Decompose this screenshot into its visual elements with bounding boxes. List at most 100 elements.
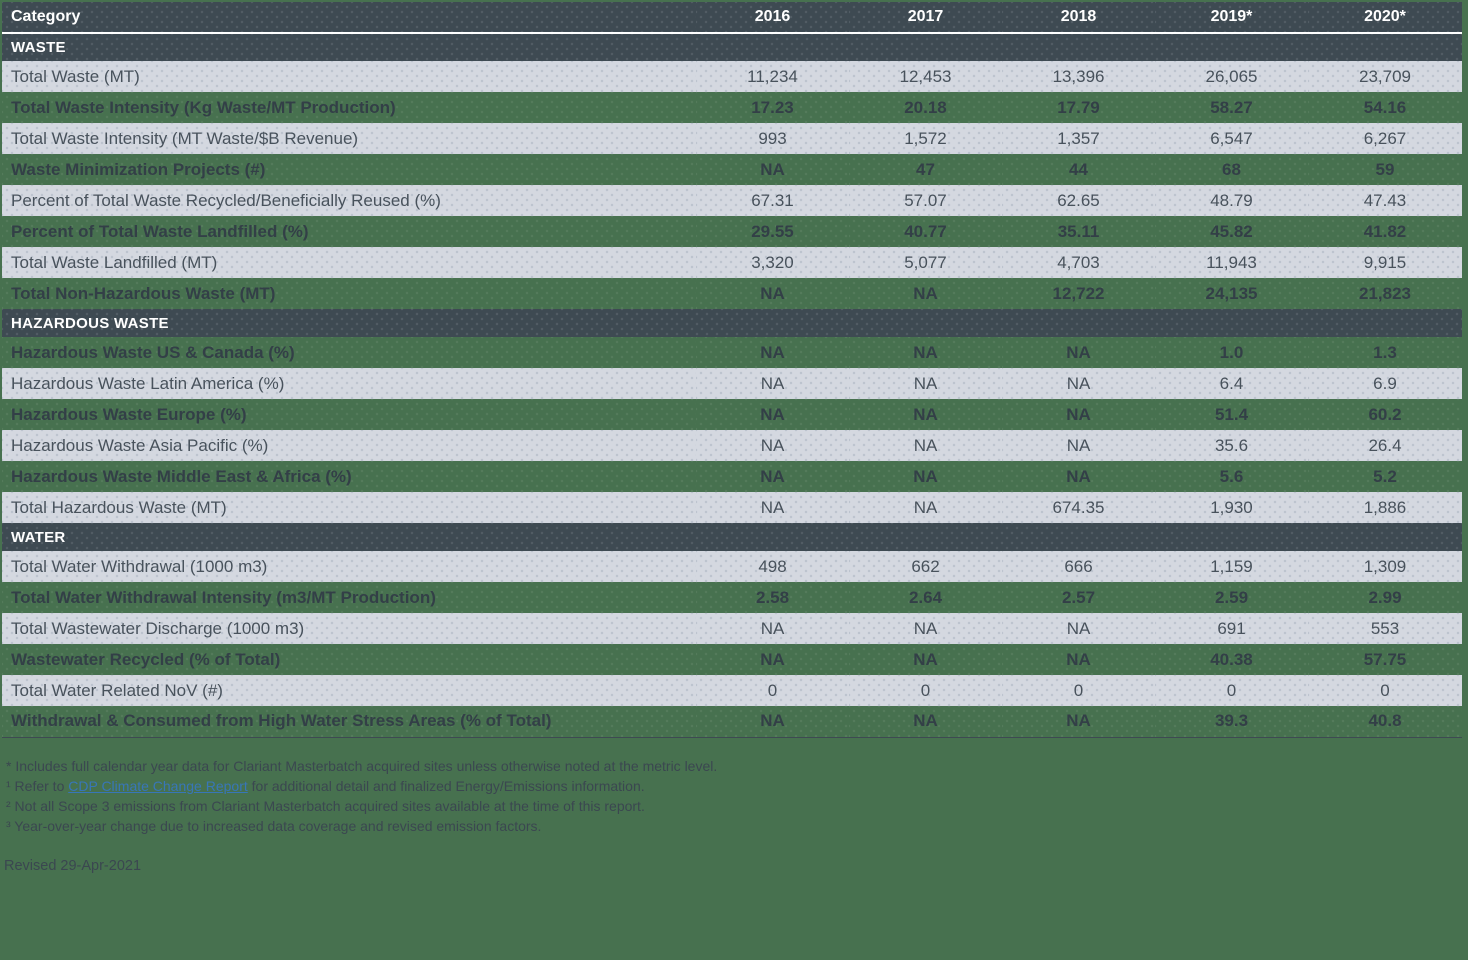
metric-label: Total Water Withdrawal (1000 m3) <box>2 551 696 582</box>
metric-label: Percent of Total Waste Recycled/Benefici… <box>2 185 696 216</box>
metric-value-2016: NA <box>696 278 849 309</box>
metric-value-2020: 1,886 <box>1308 492 1462 523</box>
metric-value-2017: 12,453 <box>849 61 1002 92</box>
metric-label: Total Waste Intensity (Kg Waste/MT Produ… <box>2 92 696 123</box>
metric-value-2018: NA <box>1002 399 1155 430</box>
metric-value-2019: 1.0 <box>1155 337 1308 368</box>
metric-label: Hazardous Waste Middle East & Africa (%) <box>2 461 696 492</box>
header-row: Category 2016 2017 2018 2019* 2020* <box>2 2 1462 34</box>
metric-value-2019: 0 <box>1155 675 1308 706</box>
metric-value-2020: 59 <box>1308 154 1462 185</box>
metric-row-waste-minimization-projects: Waste Minimization Projects (#) NA 47 44 68 5… <box>2 154 1462 185</box>
footnotes-block: * Includes full calendar year data for C… <box>6 756 717 836</box>
metric-value-2020: 6,267 <box>1308 123 1462 154</box>
metric-row-total-waste-landfilled-mt: Total Waste Landfilled (MT) 3,320 5,077 4,7… <box>2 247 1462 278</box>
metric-value-2017: 47 <box>849 154 1002 185</box>
footnote-text: ¹ Refer to <box>6 778 69 794</box>
metric-value-2017: NA <box>849 430 1002 461</box>
metric-value-2016: NA <box>696 368 849 399</box>
metric-row-hazardous-waste-europe: Hazardous Waste Europe (%) NA NA NA 51.4 60.2 <box>2 399 1462 430</box>
metric-row-total-waste-intensity-kg-waste-mt-production: Total Waste Intensity (Kg Waste/MT Produ… <box>2 92 1462 123</box>
metric-row-percent-of-total-waste-landfilled: Percent of Total Waste Landfilled (%) 29.… <box>2 216 1462 247</box>
column-header-2019: 2019* <box>1155 2 1308 34</box>
footnote-text: * Includes full calendar year data for C… <box>6 758 718 774</box>
metric-value-2019: 68 <box>1155 154 1308 185</box>
metric-value-2020: 57.75 <box>1308 644 1462 675</box>
metric-value-2018: 4,703 <box>1002 247 1155 278</box>
metric-value-2018: 674.35 <box>1002 492 1155 523</box>
metric-value-2017: 40.77 <box>849 216 1002 247</box>
metric-value-2020: 1.3 <box>1308 337 1462 368</box>
metric-label: Percent of Total Waste Landfilled (%) <box>2 216 696 247</box>
metric-value-2017: 5,077 <box>849 247 1002 278</box>
metric-value-2016: 0 <box>696 675 849 706</box>
metric-value-2019: 58.27 <box>1155 92 1308 123</box>
footnote-line: ³ Year-over-year change due to increased… <box>6 816 717 836</box>
metric-value-2020: 9,915 <box>1308 247 1462 278</box>
metric-value-2020: 5.2 <box>1308 461 1462 492</box>
metric-label: Hazardous Waste Asia Pacific (%) <box>2 430 696 461</box>
metric-value-2018: NA <box>1002 461 1155 492</box>
metric-label: Total Waste (MT) <box>2 61 696 92</box>
metric-value-2020: 21,823 <box>1308 278 1462 309</box>
footnote-text: for additional detail and finalized Ener… <box>247 778 645 794</box>
metric-value-2018: NA <box>1002 644 1155 675</box>
esg-metrics-table: Category 2016 2017 2018 2019* 2020* WASTE Tota… <box>2 2 1462 738</box>
metric-value-2019: 51.4 <box>1155 399 1308 430</box>
metric-value-2019: 2.59 <box>1155 582 1308 613</box>
metric-value-2019: 40.38 <box>1155 644 1308 675</box>
metric-value-2016: NA <box>696 706 849 738</box>
metric-value-2016: NA <box>696 492 849 523</box>
metric-value-2020: 0 <box>1308 675 1462 706</box>
metric-value-2016: NA <box>696 154 849 185</box>
metric-label: Hazardous Waste Latin America (%) <box>2 368 696 399</box>
metric-label: Withdrawal & Consumed from High Water St… <box>2 706 696 738</box>
metric-value-2018: 1,357 <box>1002 123 1155 154</box>
metric-value-2018: 12,722 <box>1002 278 1155 309</box>
metric-label: Total Wastewater Discharge (1000 m3) <box>2 613 696 644</box>
cdp-climate-change-report-link[interactable]: CDP Climate Change Report <box>68 778 248 794</box>
metric-value-2016: NA <box>696 613 849 644</box>
column-header-2018: 2018 <box>1002 2 1155 34</box>
metric-value-2019: 6.4 <box>1155 368 1308 399</box>
section-title: WASTE <box>2 33 1462 61</box>
metric-value-2020: 60.2 <box>1308 399 1462 430</box>
metric-value-2019: 6,547 <box>1155 123 1308 154</box>
metric-row-total-waste-intensity-mt-waste-b-revenue: Total Waste Intensity (MT Waste/$B Reven… <box>2 123 1462 154</box>
metric-value-2019: 48.79 <box>1155 185 1308 216</box>
metric-row-total-wastewater-discharge-1000-m3: Total Wastewater Discharge (1000 m3) NA NA… <box>2 613 1462 644</box>
metric-value-2018: 666 <box>1002 551 1155 582</box>
metric-value-2017: NA <box>849 278 1002 309</box>
metric-value-2020: 2.99 <box>1308 582 1462 613</box>
metric-row-hazardous-waste-asia-pacific: Hazardous Waste Asia Pacific (%) NA NA NA 35… <box>2 430 1462 461</box>
metric-value-2019: 5.6 <box>1155 461 1308 492</box>
metric-value-2018: 13,396 <box>1002 61 1155 92</box>
metric-value-2018: NA <box>1002 337 1155 368</box>
metric-value-2019: 11,943 <box>1155 247 1308 278</box>
metric-value-2016: NA <box>696 337 849 368</box>
metric-label: Total Hazardous Waste (MT) <box>2 492 696 523</box>
metric-row-total-waste-mt: Total Waste (MT) 11,234 12,453 13,396 26,065… <box>2 61 1462 92</box>
metric-value-2019: 35.6 <box>1155 430 1308 461</box>
metric-value-2019: 39.3 <box>1155 706 1308 738</box>
metric-value-2017: 662 <box>849 551 1002 582</box>
metric-value-2020: 23,709 <box>1308 61 1462 92</box>
metric-value-2017: NA <box>849 461 1002 492</box>
column-header-2016: 2016 <box>696 2 849 34</box>
metric-value-2018: NA <box>1002 368 1155 399</box>
metric-value-2020: 40.8 <box>1308 706 1462 738</box>
revised-date: Revised 29-Apr-2021 <box>4 858 142 874</box>
metric-value-2018: NA <box>1002 613 1155 644</box>
footnote-text: ³ Year-over-year change due to increased… <box>6 818 542 834</box>
metric-value-2018: 17.79 <box>1002 92 1155 123</box>
footnote-line: ² Not all Scope 3 emissions from Clarian… <box>6 796 717 816</box>
metric-value-2017: 2.64 <box>849 582 1002 613</box>
metric-label: Wastewater Recycled (% of Total) <box>2 644 696 675</box>
metric-value-2017: 57.07 <box>849 185 1002 216</box>
metric-value-2017: 20.18 <box>849 92 1002 123</box>
column-header-category: Category <box>2 2 696 34</box>
table-body: WASTE Total Waste (MT) 11,234 12,453 13,396 2… <box>2 33 1462 738</box>
metric-value-2020: 553 <box>1308 613 1462 644</box>
metric-value-2016: 11,234 <box>696 61 849 92</box>
